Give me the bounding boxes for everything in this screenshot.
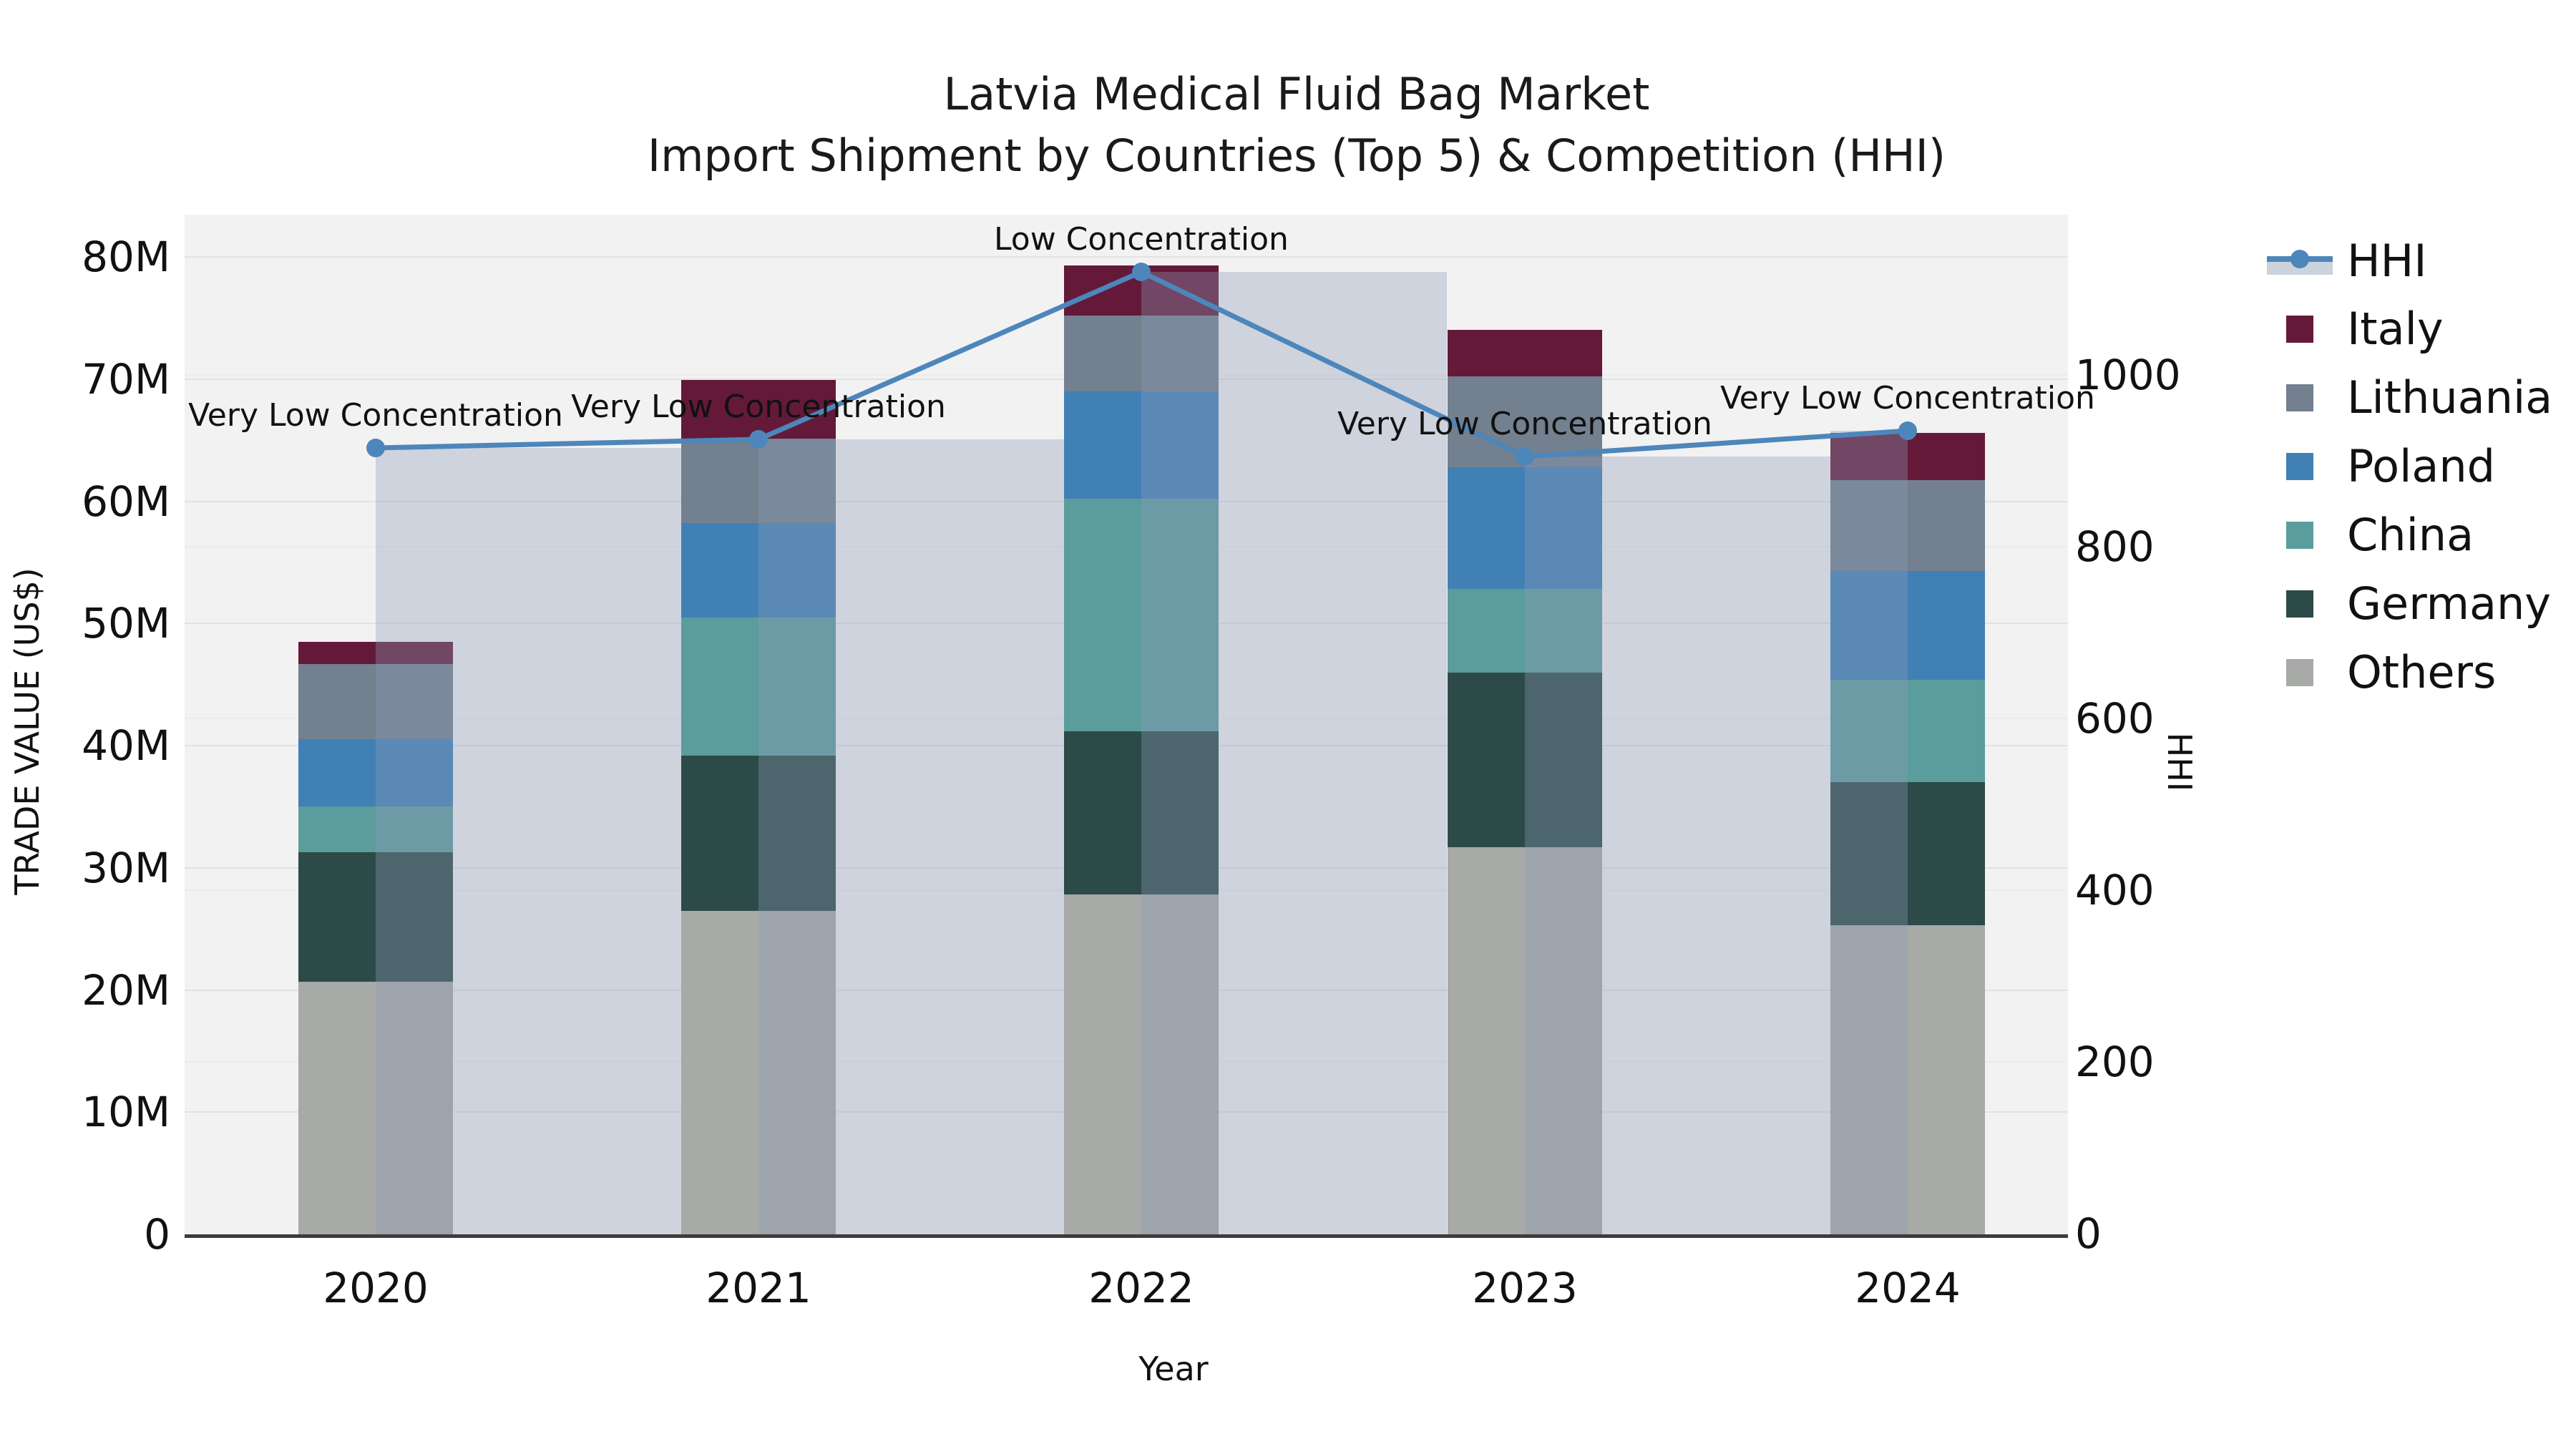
bar-segment-poland-2021 xyxy=(681,523,836,618)
left-tick-50M: 50M xyxy=(82,599,170,648)
bar-segment-china-2024 xyxy=(1830,679,1985,783)
hhi-band-2021 xyxy=(758,439,1064,1234)
hhi-marker-2020 xyxy=(366,439,385,457)
chart-title-line1: Latvia Medical Fluid Bag Market xyxy=(943,68,1650,120)
bar-segment-germany-2022 xyxy=(1064,731,1219,895)
bar-segment-germany-2024 xyxy=(1830,782,1985,925)
left-tick-30M: 30M xyxy=(82,843,170,892)
x-tick-2022: 2022 xyxy=(1088,1264,1194,1312)
legend-swatch-italy xyxy=(2286,316,2313,343)
legend-swatch-poland xyxy=(2286,453,2313,480)
bar-segment-china-2022 xyxy=(1064,499,1219,731)
bar-segment-china-2023 xyxy=(1448,589,1602,673)
right-axis-title: HHI xyxy=(2160,732,2199,792)
bar-segment-others-2021 xyxy=(681,910,836,1234)
left-axis-title: TRADE VALUE (US$) xyxy=(8,567,47,895)
bar-segment-lithuania-2020 xyxy=(298,663,453,740)
right-tick-400: 400 xyxy=(2075,866,2155,914)
bar-segment-others-2024 xyxy=(1830,925,1985,1234)
bar-segment-poland-2020 xyxy=(298,739,453,807)
legend-label-china: China xyxy=(2347,509,2474,561)
left-tick-70M: 70M xyxy=(82,354,170,404)
x-tick-2021: 2021 xyxy=(706,1264,811,1312)
left-tick-60M: 60M xyxy=(82,477,170,526)
x-tick-2023: 2023 xyxy=(1472,1264,1578,1312)
bar-segment-lithuania-2021 xyxy=(681,439,836,524)
right-tick-0: 0 xyxy=(2075,1209,2102,1258)
hhi-marker-2023 xyxy=(1516,447,1534,466)
bar-segment-china-2021 xyxy=(681,617,836,756)
bar-segment-germany-2020 xyxy=(298,852,453,982)
gridline-left xyxy=(185,256,2068,258)
legend-label-germany: Germany xyxy=(2347,577,2551,630)
bar-segment-others-2020 xyxy=(298,981,453,1234)
bar-segment-germany-2023 xyxy=(1448,672,1602,847)
bar-segment-others-2023 xyxy=(1448,847,1602,1234)
legend-label-poland: Poland xyxy=(2347,440,2495,492)
bar-segment-italy-2024 xyxy=(1830,432,1985,481)
x-tick-2020: 2020 xyxy=(323,1264,429,1312)
hhi-annotation-2022: Low Concentration xyxy=(994,221,1289,258)
bar-segment-italy-2021 xyxy=(681,380,836,439)
legend-swatch-lithuania xyxy=(2286,384,2313,411)
hhi-annotation-2020: Very Low Concentration xyxy=(188,397,563,434)
legend-glyph-hhi xyxy=(2267,247,2333,275)
left-tick-10M: 10M xyxy=(82,1088,170,1137)
hhi-band-2020 xyxy=(376,448,681,1234)
chart-title-line2: Import Shipment by Countries (Top 5) & C… xyxy=(647,130,1946,182)
legend-label-lithuania: Lithuania xyxy=(2347,371,2553,424)
bar-segment-italy-2020 xyxy=(298,641,453,664)
x-axis-title: Year xyxy=(1138,1350,1209,1388)
right-tick-800: 800 xyxy=(2075,522,2155,571)
legend-label-italy: Italy xyxy=(2347,303,2444,355)
hhi-marker-2024 xyxy=(1898,421,1917,440)
x-tick-2024: 2024 xyxy=(1855,1264,1961,1312)
legend-swatch-china xyxy=(2286,522,2313,549)
bar-segment-lithuania-2024 xyxy=(1830,480,1985,571)
right-tick-200: 200 xyxy=(2075,1038,2155,1086)
bar-segment-italy-2023 xyxy=(1448,330,1602,377)
hhi-band-2023 xyxy=(1525,457,1830,1234)
hhi-marker-2022 xyxy=(1132,263,1151,281)
hhi-band-2022 xyxy=(1141,272,1447,1234)
bar-segment-germany-2021 xyxy=(681,755,836,911)
legend-swatch-others xyxy=(2286,659,2313,686)
bar-segment-poland-2024 xyxy=(1830,570,1985,680)
bar-segment-poland-2022 xyxy=(1064,391,1219,499)
bar-segment-others-2022 xyxy=(1064,894,1219,1234)
right-tick-1000: 1000 xyxy=(2075,351,2181,399)
hhi-band-2024 xyxy=(1830,431,1908,1234)
left-tick-0: 0 xyxy=(144,1210,170,1259)
right-tick-600: 600 xyxy=(2075,694,2155,743)
hhi-marker-2021 xyxy=(749,430,768,449)
legend-label-hhi: HHI xyxy=(2347,235,2427,287)
bar-segment-lithuania-2022 xyxy=(1064,315,1219,391)
left-tick-40M: 40M xyxy=(82,721,170,770)
bar-segment-poland-2023 xyxy=(1448,467,1602,590)
left-tick-80M: 80M xyxy=(82,233,170,281)
hhi-marker-glyph xyxy=(2290,250,2309,268)
hhi-annotation-2021: Very Low Concentration xyxy=(571,389,946,425)
x-axis-line xyxy=(185,1234,2068,1238)
left-tick-20M: 20M xyxy=(82,965,170,1015)
legend-swatch-germany xyxy=(2286,590,2313,618)
hhi-annotation-2024: Very Low Concentration xyxy=(1720,380,2095,416)
bar-segment-china-2020 xyxy=(298,806,453,852)
hhi-annotation-2023: Very Low Concentration xyxy=(1337,406,1712,442)
legend-label-others: Others xyxy=(2347,646,2497,698)
